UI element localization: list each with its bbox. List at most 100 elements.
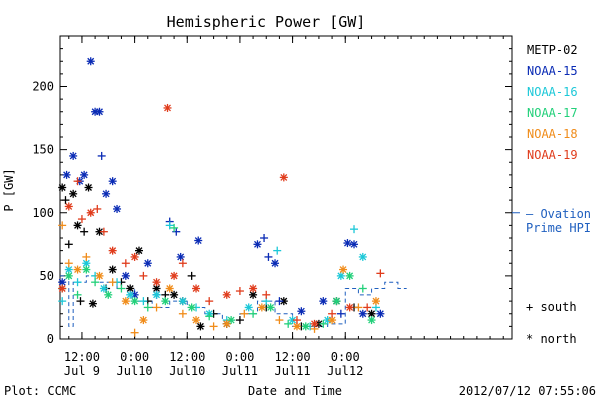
north-marker [130, 252, 139, 261]
marker-stroke [192, 285, 200, 292]
marker-stroke [131, 253, 139, 261]
ovation-label-line2: Prime HPI [526, 221, 591, 235]
north-marker [339, 265, 348, 274]
marker-stroke [74, 221, 82, 229]
marker-stroke [368, 316, 376, 324]
x-tick-date-label: Jul11 [275, 364, 311, 378]
north-marker [165, 284, 174, 293]
north-marker [266, 303, 275, 312]
north-marker [58, 183, 67, 192]
north-marker [271, 259, 280, 268]
south-marker [205, 312, 214, 321]
marker-stroke [339, 266, 347, 274]
marker-stroke [267, 303, 275, 311]
north-marker [288, 316, 297, 325]
north-marker [69, 151, 78, 160]
north-marker [82, 265, 91, 274]
marker-stroke [74, 266, 82, 274]
north-marker [178, 297, 187, 306]
south-marker [284, 319, 293, 328]
north-marker [104, 290, 113, 299]
south-marker [178, 259, 187, 268]
marker-stroke [161, 297, 169, 305]
y-tick-label: 200 [32, 80, 54, 94]
north-marker [95, 107, 104, 116]
marker-stroke [289, 316, 297, 324]
south-marker [64, 259, 73, 268]
south-marker [336, 309, 345, 318]
chart-title: Hemispheric Power [GW] [167, 13, 366, 31]
x-tick-date-label: Jul 9 [64, 364, 100, 378]
south-marker [76, 297, 85, 306]
south-marker [319, 319, 328, 328]
south-marker [264, 252, 273, 261]
marker-stroke [333, 297, 340, 305]
legend-entry: NOAA-15 [527, 64, 578, 78]
marker-stroke [280, 173, 288, 181]
south-marker [77, 215, 86, 224]
south-marker [376, 269, 385, 278]
marker-stroke [249, 285, 257, 292]
north-marker [163, 103, 172, 112]
marker-stroke [85, 184, 92, 191]
south-marker [273, 246, 282, 255]
marker-stroke [170, 272, 178, 280]
marker-stroke [359, 310, 367, 318]
north-marker [222, 290, 231, 299]
marker-stroke [126, 285, 134, 292]
marker-stroke [271, 259, 279, 267]
x-tick-date-label: Jul11 [222, 364, 258, 378]
north-marker [73, 221, 82, 230]
plot-credit: Plot: CCMC [4, 384, 76, 398]
marker-stroke [192, 316, 200, 324]
north-marker [187, 303, 196, 312]
x-tick-label: 12:00 [169, 350, 205, 364]
marker-stroke [65, 272, 73, 280]
south-marker [139, 297, 148, 306]
marker-stroke [58, 278, 66, 286]
marker-stroke [109, 177, 117, 185]
south-marker [61, 196, 70, 205]
north-marker [336, 271, 345, 280]
north-marker [170, 290, 179, 299]
north-marker [108, 265, 117, 274]
north-marker [192, 284, 201, 293]
y-tick-label: 100 [32, 206, 54, 220]
legend: METP-02 NOAA-15 NOAA-16 NOAA-17 NOAA-18 NOAA-… [527, 43, 578, 162]
marker-stroke [166, 285, 174, 292]
x-tick-label: 0:00 [225, 350, 254, 364]
legend-entry: NOAA-16 [527, 85, 578, 99]
ovation-label-line1: — Ovation [526, 207, 591, 221]
south-marker [354, 303, 363, 312]
south-marker [165, 221, 174, 230]
north-marker [62, 170, 71, 179]
south-marker [130, 328, 139, 337]
x-tick-label: 0:00 [331, 350, 360, 364]
marker-stroke [343, 239, 351, 247]
north-marker [121, 297, 130, 306]
north-marker [376, 309, 385, 318]
north-marker [222, 319, 231, 328]
south-marker [82, 252, 91, 261]
north-marker [319, 297, 328, 306]
marker-stroke [104, 291, 112, 299]
south-marker [235, 287, 244, 296]
marker-stroke [153, 278, 161, 286]
north-marker [86, 57, 95, 66]
legend-entry: NOAA-19 [527, 148, 578, 162]
x-axis-label: Date and Time [248, 384, 342, 398]
marker-stroke [109, 247, 117, 255]
north-marker [108, 246, 117, 255]
south-marker [170, 223, 179, 232]
north-marker [332, 297, 341, 306]
north-marker [345, 303, 354, 312]
north-marker [102, 189, 111, 198]
marker-stroke [96, 228, 103, 236]
y-axis-label: P [GW] [2, 168, 16, 211]
north-marker [73, 265, 82, 274]
south-marker [93, 204, 102, 213]
marker-stroke [131, 297, 139, 305]
marker-stroke [170, 291, 178, 299]
north-marker [279, 173, 288, 182]
